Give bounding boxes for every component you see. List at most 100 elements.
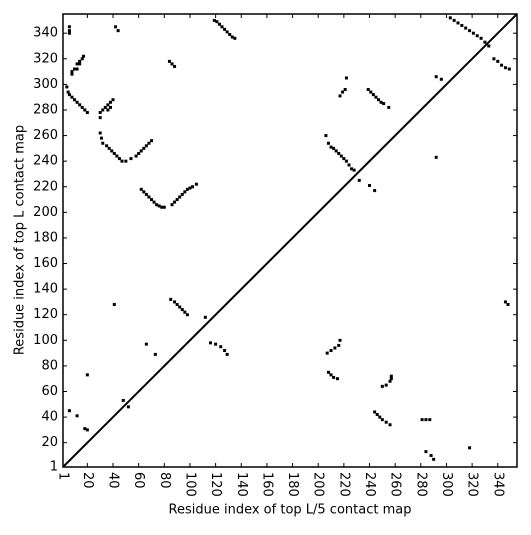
x-tick-label: 260 — [388, 472, 403, 497]
contact-point — [460, 24, 464, 28]
contact-point — [223, 27, 227, 31]
y-tick-label: 60 — [41, 384, 58, 399]
contact-point — [212, 18, 216, 22]
contact-point — [111, 98, 115, 102]
x-tick-label: 180 — [285, 472, 300, 497]
contact-point — [335, 377, 339, 381]
contact-point — [339, 154, 343, 158]
contact-point — [85, 373, 89, 377]
contact-point — [352, 168, 356, 172]
x-tick-label: 340 — [490, 472, 505, 497]
contact-point — [329, 373, 333, 377]
contact-point — [350, 167, 354, 171]
contact-point — [369, 90, 373, 94]
contact-point — [67, 25, 71, 29]
contact-point — [329, 145, 333, 149]
contact-point — [67, 93, 71, 97]
contact-point — [487, 44, 491, 48]
x-tick-label: 60 — [131, 472, 146, 489]
contact-point — [85, 111, 89, 115]
contact-point — [452, 18, 456, 22]
contact-point — [203, 315, 207, 319]
x-tick-label: 160 — [259, 472, 274, 497]
contact-point — [374, 95, 378, 99]
contact-point — [217, 22, 221, 26]
contact-point — [183, 190, 187, 194]
contact-point — [126, 405, 130, 409]
contact-point — [388, 423, 392, 427]
contact-point — [432, 457, 436, 461]
contact-point — [332, 375, 336, 379]
contact-point — [347, 163, 351, 167]
contact-point — [75, 414, 79, 418]
contact-point — [326, 141, 330, 145]
contact-point — [114, 25, 118, 29]
contact-point — [344, 76, 348, 80]
contact-point — [75, 67, 79, 71]
contact-point — [448, 16, 452, 20]
contact-point — [108, 100, 112, 104]
contact-point — [325, 351, 329, 355]
contact-point — [228, 32, 232, 36]
contact-point — [503, 66, 507, 70]
contact-point — [471, 31, 475, 35]
contact-point — [483, 40, 487, 44]
contact-point — [389, 374, 393, 378]
contact-point — [99, 136, 103, 140]
contact-point — [112, 151, 116, 155]
contact-point — [175, 302, 179, 306]
contact-point — [116, 29, 120, 33]
contact-point — [373, 410, 377, 414]
contact-point — [380, 418, 384, 422]
x-tick-label: 200 — [311, 472, 326, 497]
contact-point — [75, 62, 79, 66]
contact-point — [160, 205, 164, 209]
y-tick-label: 140 — [33, 282, 58, 297]
contact-point — [492, 57, 496, 61]
y-tick-label: 1 — [50, 460, 58, 475]
contact-point — [439, 77, 443, 81]
contact-point — [173, 64, 177, 68]
contact-point — [106, 103, 110, 107]
contact-point — [170, 62, 174, 66]
contact-point — [149, 198, 153, 202]
contact-point — [67, 29, 71, 33]
contact-point — [173, 200, 177, 204]
contact-point — [70, 95, 74, 99]
contact-point — [137, 151, 141, 155]
contact-point — [178, 195, 182, 199]
x-tick-label: 240 — [362, 472, 377, 497]
contact-point — [185, 187, 189, 191]
contact-point — [85, 428, 89, 432]
contact-point — [387, 105, 391, 109]
contact-point — [342, 157, 346, 161]
contact-point — [107, 146, 111, 150]
contact-point — [384, 383, 388, 387]
contact-point — [233, 36, 237, 40]
contact-point — [169, 297, 173, 301]
y-tick-label: 280 — [33, 102, 58, 117]
contact-point — [162, 205, 166, 209]
contact-point — [343, 88, 347, 91]
contact-point — [434, 155, 438, 159]
contact-point — [375, 413, 379, 417]
contact-point — [66, 90, 70, 94]
x-tick-label: 40 — [106, 472, 121, 489]
contact-point — [124, 159, 128, 163]
contact-point — [101, 141, 105, 145]
contact-point — [230, 35, 234, 39]
plot-frame — [62, 13, 518, 468]
contact-point — [475, 34, 479, 38]
contact-point — [468, 29, 472, 33]
contact-point — [70, 70, 74, 74]
contact-point — [341, 90, 345, 94]
contact-point — [142, 190, 146, 194]
contact-point — [73, 67, 77, 71]
contact-point — [180, 308, 184, 312]
x-tick-label: 220 — [336, 472, 351, 497]
contact-point — [147, 141, 151, 145]
x-tick-label: 140 — [234, 472, 249, 497]
contact-point — [333, 346, 337, 350]
contact-point — [183, 310, 187, 314]
